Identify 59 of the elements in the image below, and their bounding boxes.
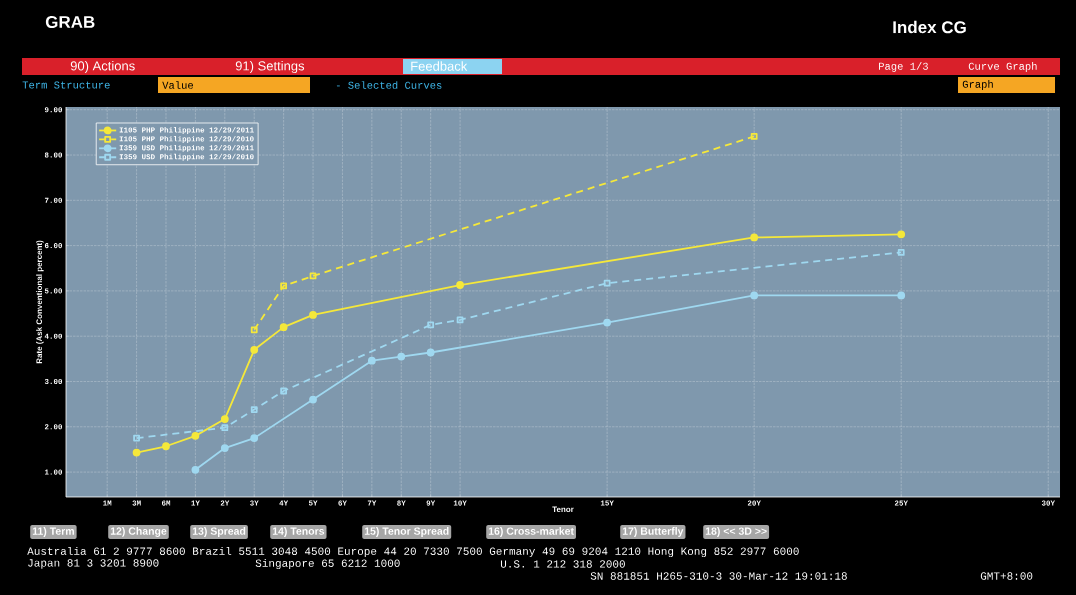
text: 16) Cross-market: [488, 527, 574, 537]
text: Singapore 65 6212 1000: [255, 558, 400, 570]
point: [162, 442, 170, 451]
point: [220, 444, 229, 452]
point: [309, 272, 317, 280]
point: [250, 345, 259, 354]
point: [221, 424, 229, 432]
point: [280, 387, 288, 395]
text: 14) Tenors: [272, 527, 325, 537]
point: [309, 395, 317, 404]
y-axis-title: Rate (Ask Conventional percent): [36, 240, 44, 364]
point: [456, 316, 464, 324]
point: [132, 448, 141, 457]
text: Value: [162, 81, 193, 89]
x-axis-title: Tenor: [552, 506, 574, 513]
point: [426, 348, 435, 357]
point: [250, 434, 259, 443]
point: [750, 233, 759, 242]
point: [133, 434, 140, 442]
text: 15) Tenor Spread: [364, 527, 449, 537]
text: U.S. 1 212 318 2000: [500, 560, 625, 568]
text: GMT+8:00: [980, 572, 1033, 580]
point: [603, 279, 611, 287]
text: 91) Settings: [235, 60, 305, 74]
point: [279, 323, 288, 332]
point: [250, 406, 258, 413]
text: Term Structure: [22, 81, 110, 89]
point: [220, 415, 229, 423]
text: SN 881851 H265-310-3 30-Mar-12 19:01:18: [590, 572, 847, 580]
point: [897, 230, 906, 239]
text: Index CG: [893, 20, 966, 34]
point: [603, 318, 612, 327]
point: [456, 281, 464, 289]
text: Page 1/3: [879, 62, 928, 72]
text: 12) Change: [110, 527, 167, 537]
text: 17) Butterfly: [622, 527, 684, 537]
point: [750, 133, 758, 140]
point: [191, 465, 200, 474]
text: GRAB: [45, 15, 95, 29]
point: [897, 249, 905, 256]
point: [250, 326, 258, 334]
text: - Selected Curves: [336, 81, 442, 89]
text: 90) Actions: [70, 60, 135, 74]
point: [897, 291, 906, 300]
text: 11) Term: [32, 527, 74, 537]
point: [750, 291, 759, 300]
text: Feedback: [411, 61, 468, 71]
text: 13) Spread: [192, 527, 246, 537]
text: Graph: [962, 80, 993, 90]
point: [427, 321, 435, 329]
point: [397, 352, 406, 361]
point: [367, 356, 376, 365]
point: [280, 282, 288, 290]
text: Australia 61 2 9777 8600 Brazil 5511 3048 4500 Europe 44 20 7330 7500 Germany 49 69 9204 1210 Hong Kong 852 2977 6000: [27, 546, 799, 558]
text: Curve Graph: [968, 62, 1037, 72]
text: Japan 81 3 3201 8900: [28, 559, 159, 569]
text: 18) << 3D >>: [705, 527, 767, 537]
point: [191, 431, 200, 440]
point: [309, 311, 317, 319]
